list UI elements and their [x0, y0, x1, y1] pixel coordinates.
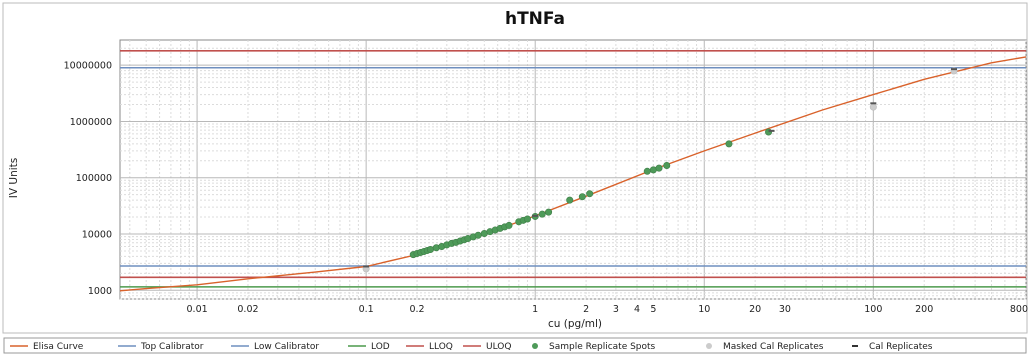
x-tick-label: 4: [634, 304, 640, 315]
y-tick-label: 1000: [88, 286, 112, 297]
legend-label: Top Calibrator: [140, 342, 204, 352]
plot-area: 0.01 0.02 0.1 0.2 1 2 3 4 5 10 20 30 100 200 800 1000 10…: [64, 39, 1028, 315]
x-tick-label: 5: [650, 304, 656, 315]
x-tick-label: 0.2: [409, 304, 424, 315]
chart-title: hTNFa: [505, 9, 565, 29]
masked-cal-replicates-point: [869, 103, 877, 111]
legend-item-low-calibrator: Low Calibrator: [231, 342, 319, 352]
x-tick-label: 3: [613, 304, 619, 315]
x-tick-label: 20: [749, 304, 761, 315]
sample-replicate-spots-point: [426, 246, 434, 254]
y-tick-label: 1000000: [70, 117, 112, 128]
sample-replicate-spots-point: [538, 210, 546, 218]
sample-replicate-spots-point: [566, 196, 574, 204]
y-tick-label: 100000: [76, 173, 112, 184]
sample-replicate-spots-point: [765, 128, 773, 136]
y-tick-label: 10000000: [64, 61, 112, 72]
x-tick-label: 30: [779, 304, 791, 315]
sample-replicate-spots-point: [643, 167, 651, 175]
chart-frame: [2, 2, 1028, 334]
legend-label: LOD: [371, 342, 390, 352]
sample-replicate-spots-point: [578, 193, 586, 201]
sample-replicate-spots-point: [725, 140, 733, 148]
x-tick-label: 200: [915, 304, 933, 315]
legend-label: Low Calibrator: [254, 342, 319, 352]
x-tick-label: 2: [583, 304, 589, 315]
elisa-curve-line: [119, 56, 1027, 292]
legend-item-uloq: ULOQ: [463, 342, 511, 352]
x-tick-label: 100: [864, 304, 882, 315]
legend-box: [3, 337, 1027, 354]
sample-replicate-spots-point: [663, 161, 671, 169]
legend-item-top-calibrator: Top Calibrator: [118, 342, 204, 352]
x-tick-label: 0.02: [237, 304, 258, 315]
plot-background: [119, 39, 1027, 300]
legend-swatch-dot: [532, 343, 538, 349]
x-axis-label: cu (pg/ml): [548, 318, 602, 330]
sample-replicate-spots-point: [586, 190, 594, 198]
sample-replicate-spots-point: [655, 164, 663, 172]
legend-item-cal-replicates: Cal Replicates: [852, 342, 933, 352]
x-tick-label: 1: [532, 304, 538, 315]
x-tick-label: 10: [698, 304, 710, 315]
legend: Elisa Curve Top Calibrator Low Calibrator L…: [3, 337, 1027, 354]
legend-label: Sample Replicate Spots: [549, 342, 656, 352]
y-tick-label: 10000: [82, 230, 112, 241]
legend-swatch-dot: [706, 343, 712, 349]
sample-replicate-spots-point: [505, 221, 513, 229]
legend-label: Cal Replicates: [869, 342, 933, 352]
x-tick-label: 0.01: [187, 304, 208, 315]
legend-item-lloq: LLOQ: [406, 342, 453, 352]
legend-item-lod: LOD: [348, 342, 390, 352]
y-axis-label: IV Units: [8, 158, 20, 198]
legend-label: Elisa Curve: [33, 342, 84, 352]
legend-item-sample-replicate-spots: Sample Replicate Spots: [532, 342, 656, 352]
legend-label: Masked Cal Replicates: [723, 342, 824, 352]
sample-replicate-spots-point: [545, 208, 553, 216]
legend-label: ULOQ: [486, 342, 511, 352]
legend-item-elisa-curve: Elisa Curve: [10, 342, 84, 352]
sample-replicate-spots-point: [523, 215, 531, 223]
legend-item-masked-cal-replicates: Masked Cal Replicates: [706, 342, 824, 352]
x-tick-label: 0.1: [359, 304, 374, 315]
x-tick-label: 800: [1010, 304, 1028, 315]
legend-label: LLOQ: [429, 342, 453, 352]
sample-replicate-spots-point: [474, 231, 482, 239]
